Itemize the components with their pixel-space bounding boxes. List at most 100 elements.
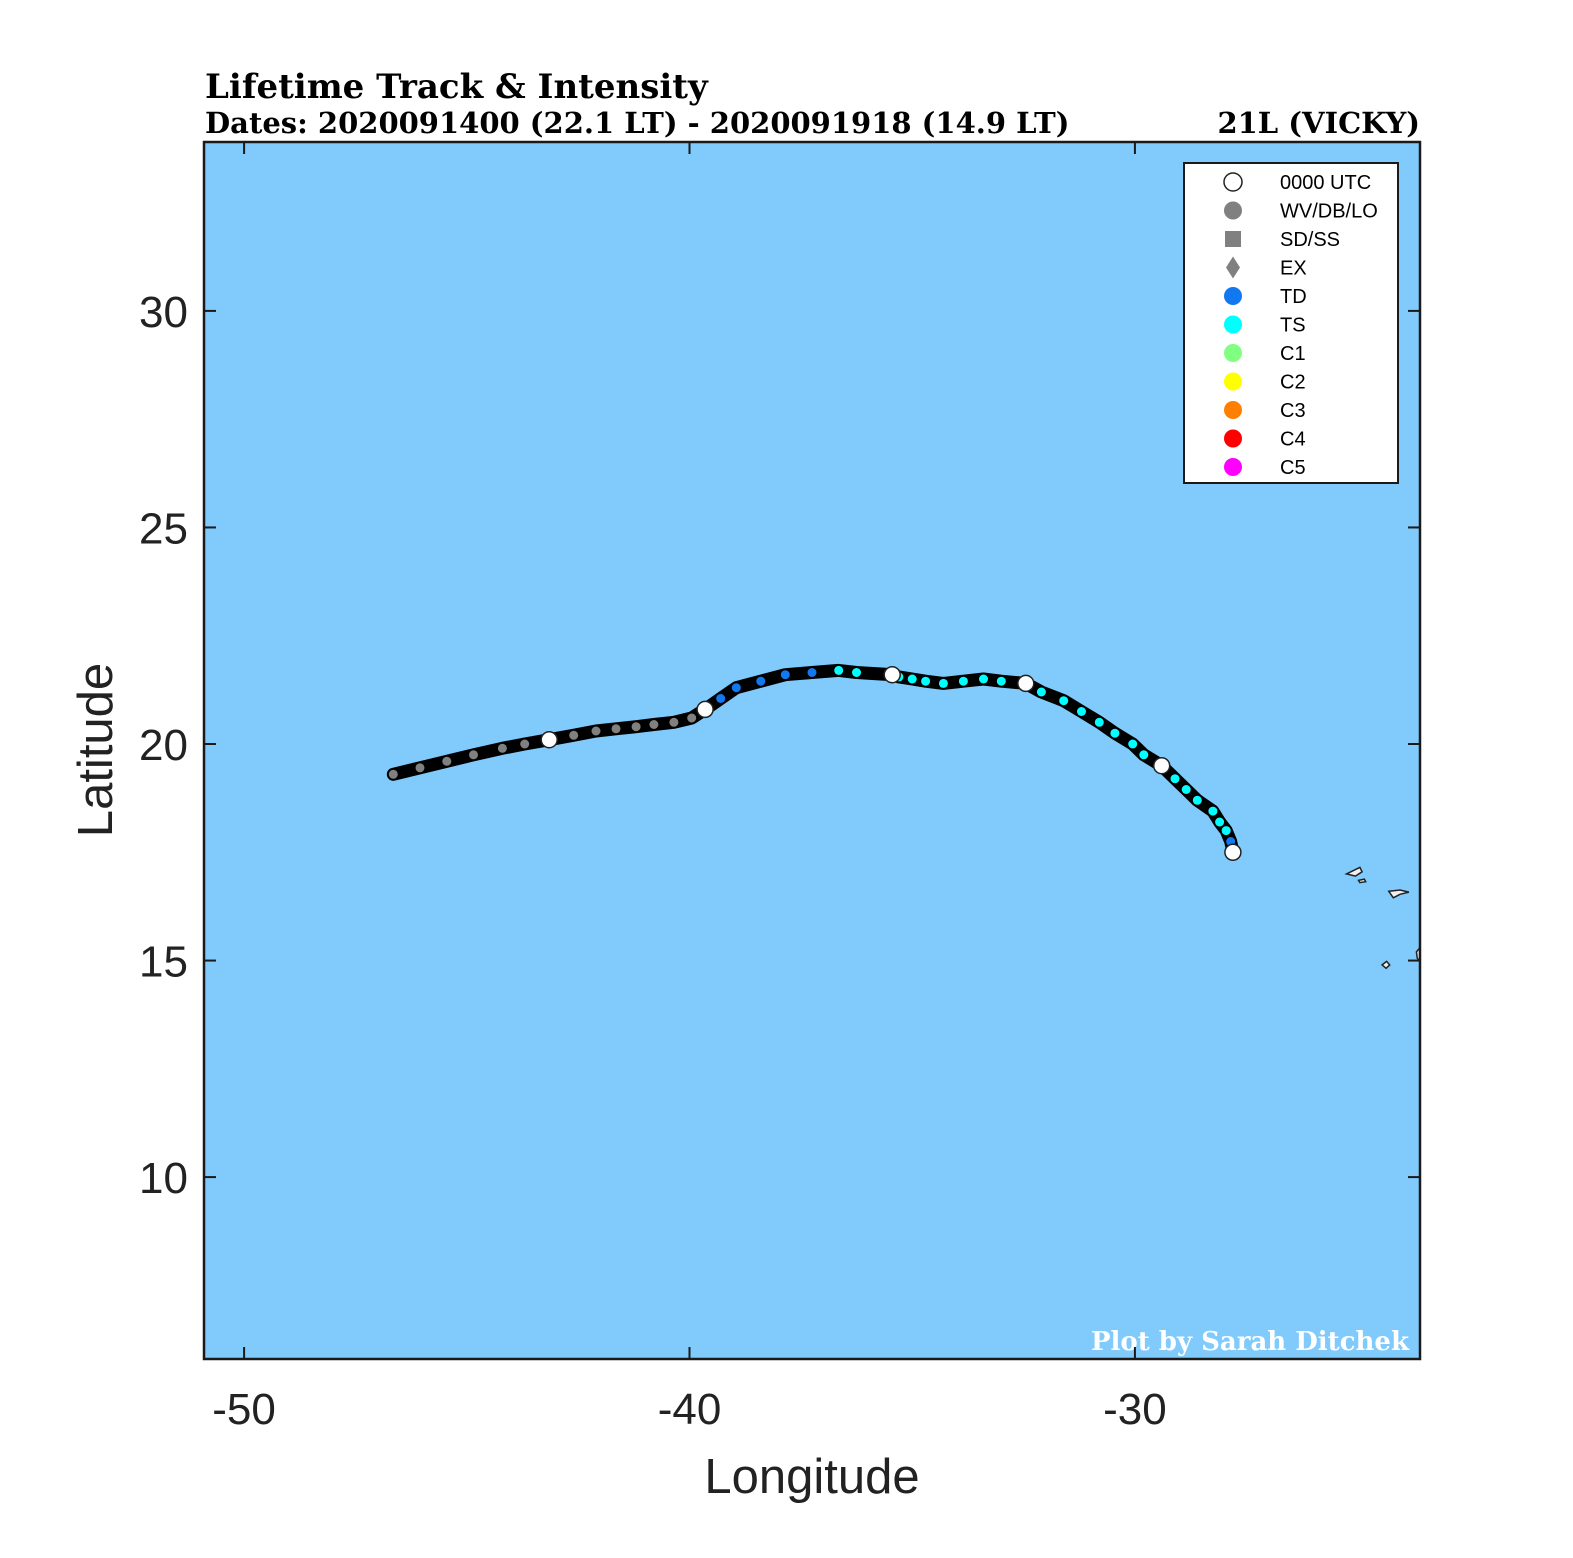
track-point — [591, 726, 601, 736]
track-point — [415, 763, 425, 773]
track-point — [852, 668, 861, 677]
storm-id-label: 21L (VICKY) — [1217, 106, 1420, 140]
track-point — [996, 676, 1006, 686]
track-point — [958, 676, 968, 686]
track-point — [1059, 696, 1069, 706]
legend-entry: C4 — [1224, 429, 1306, 451]
track-point — [611, 724, 621, 734]
legend-entries: 0000 UTC WV/DB/LO SD/SS EX TD TS C1 C2 C3 C4 C5 — [1223, 172, 1378, 479]
island-2 — [1357, 878, 1367, 884]
track-point-0000utc — [1224, 843, 1242, 862]
track-point — [807, 668, 817, 677]
island-1 — [1344, 866, 1364, 877]
legend-entry: C1 — [1224, 343, 1306, 365]
track-point — [687, 713, 697, 723]
x-tick-label: -50 — [212, 1385, 276, 1434]
y-tick-label: 30 — [139, 288, 188, 337]
track-point — [756, 676, 766, 686]
legend-entry: C5 — [1224, 457, 1306, 479]
y-tick-label: 20 — [139, 721, 188, 770]
track-point — [834, 665, 844, 675]
track-point — [979, 674, 988, 684]
track-point-0000utc — [1017, 674, 1035, 693]
track-point — [1094, 717, 1104, 727]
legend-label: C4 — [1280, 429, 1306, 451]
legend-marker — [1225, 231, 1241, 247]
track-point — [1139, 750, 1149, 760]
track-point — [1036, 687, 1046, 697]
track-point — [569, 730, 579, 740]
legend-label: TD — [1280, 286, 1307, 308]
legend-marker — [1226, 256, 1240, 279]
legend-label: EX — [1280, 258, 1307, 280]
track-point — [442, 756, 452, 766]
axis-ticks: -50 -40 -30 10 15 20 25 30 — [139, 142, 1420, 1434]
track-point — [1181, 785, 1191, 794]
x-tick-label: -40 — [658, 1385, 722, 1434]
track-point — [669, 717, 679, 727]
track-point — [921, 676, 931, 686]
legend-label: TS — [1280, 315, 1306, 337]
plot-credit: Plot by Sarah Ditchek — [1091, 1327, 1410, 1357]
track-point — [520, 739, 530, 749]
legend-marker — [1224, 401, 1242, 419]
legend-marker — [1224, 315, 1242, 334]
legend-marker — [1224, 287, 1242, 305]
y-axis-label: Latitude — [69, 663, 123, 837]
track-point — [1077, 707, 1086, 716]
legend-entry: EX — [1226, 256, 1307, 280]
island-3 — [1387, 889, 1410, 899]
x-tick-label: -30 — [1103, 1385, 1167, 1434]
legend-label: C1 — [1280, 343, 1306, 365]
track-point — [1215, 817, 1225, 827]
track-point-0000utc — [1152, 756, 1171, 775]
track-point — [716, 694, 726, 703]
x-axis-label: Longitude — [704, 1450, 919, 1504]
track-point — [907, 674, 917, 684]
chart-subtitle: Dates: 2020091400 (22.1 LT) - 2020091918… — [205, 106, 1069, 140]
track-point — [1110, 728, 1120, 738]
legend-entry: C3 — [1224, 400, 1306, 422]
y-tick-label: 15 — [139, 938, 188, 987]
legend-entry: C2 — [1224, 372, 1306, 394]
track-point — [731, 683, 741, 693]
legend-marker — [1223, 172, 1243, 192]
track-point-0000utc — [696, 700, 714, 719]
track-point — [1128, 739, 1138, 749]
legend-entry: TD — [1224, 286, 1307, 308]
track-point — [780, 670, 790, 680]
legend-marker — [1224, 458, 1242, 476]
track-point — [1192, 795, 1202, 805]
track-point — [938, 678, 948, 688]
legend-marker — [1224, 344, 1242, 362]
track-point — [631, 722, 641, 732]
plot-frame — [202, 140, 1422, 1361]
track-point-0000utc — [540, 730, 558, 749]
y-tick-label: 25 — [139, 504, 188, 553]
legend-entry: WV/DB/LO — [1224, 201, 1378, 223]
island-4 — [1380, 960, 1391, 970]
legend-label: SD/SS — [1280, 229, 1340, 251]
legend-label: WV/DB/LO — [1280, 201, 1378, 223]
chart-title: Lifetime Track & Intensity — [205, 67, 709, 107]
legend-entry: SD/SS — [1225, 229, 1340, 251]
legend-marker — [1224, 201, 1242, 220]
track-point — [1208, 806, 1218, 816]
legend-marker — [1224, 372, 1242, 391]
legend-label: 0000 UTC — [1280, 172, 1371, 194]
legend-entry: TS — [1224, 315, 1306, 337]
legend: 0000 UTC WV/DB/LO SD/SS EX TD TS C1 C2 C3 C4 C5 — [1183, 162, 1399, 484]
legend-entry: 0000 UTC — [1223, 172, 1371, 194]
track-point — [469, 750, 478, 760]
track-point-0000utc — [883, 665, 901, 684]
track-point — [497, 743, 507, 753]
track-points — [388, 665, 1242, 862]
legend-label: C3 — [1280, 400, 1306, 422]
track-point — [1170, 774, 1180, 784]
legend-box — [1183, 162, 1399, 484]
track-point — [1221, 826, 1231, 836]
y-tick-label: 10 — [139, 1154, 188, 1203]
legend-label: C2 — [1280, 372, 1306, 394]
legend-label: C5 — [1280, 457, 1306, 479]
